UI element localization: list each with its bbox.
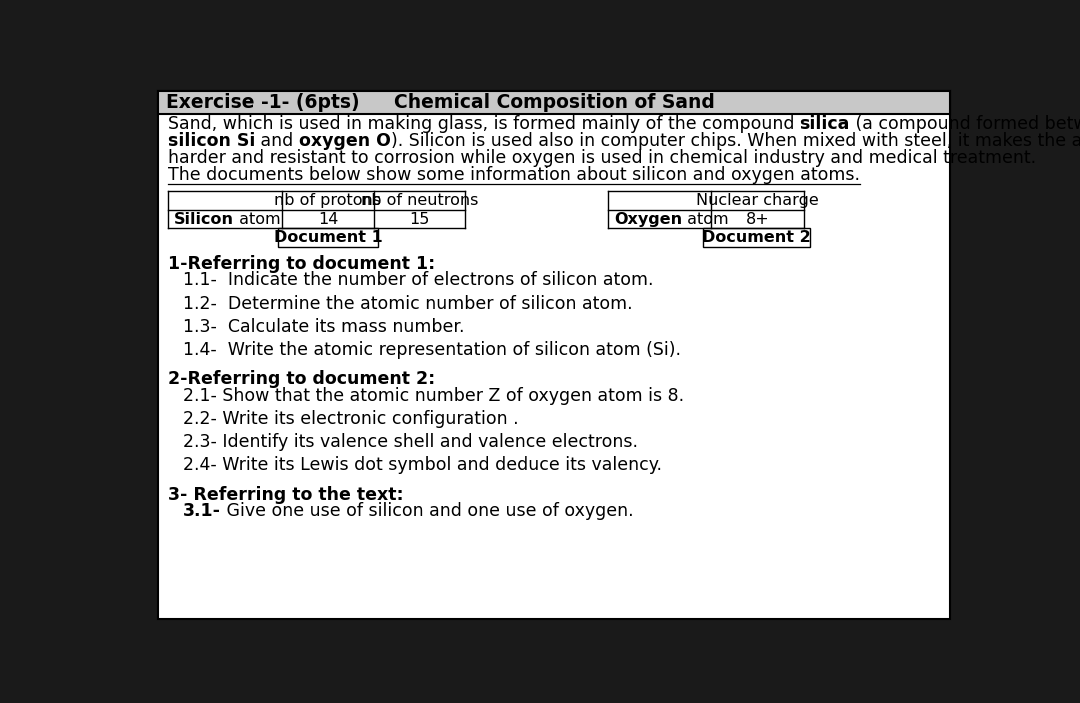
Text: 2.3- Identify its valence shell and valence electrons.: 2.3- Identify its valence shell and vale…	[183, 433, 638, 451]
Text: Oxygen: Oxygen	[613, 212, 683, 226]
Text: 2.4- Write its Lewis dot symbol and deduce its valency.: 2.4- Write its Lewis dot symbol and dedu…	[183, 456, 662, 475]
Text: (a compound formed between: (a compound formed between	[850, 115, 1080, 134]
Text: harder and resistant to corrosion while oxygen is used in chemical industry and : harder and resistant to corrosion while …	[167, 149, 1036, 167]
Text: 1.2-  Determine the atomic number of silicon atom.: 1.2- Determine the atomic number of sili…	[183, 295, 633, 313]
Text: Document 1: Document 1	[273, 230, 382, 245]
Text: Sand, which is used in making glass, is formed mainly of the compound: Sand, which is used in making glass, is …	[167, 115, 799, 134]
FancyBboxPatch shape	[703, 228, 810, 247]
Text: Document 2: Document 2	[702, 230, 811, 245]
Text: 1-Referring to document 1:: 1-Referring to document 1:	[167, 254, 435, 273]
Text: Give one use of silicon and one use of oxygen.: Give one use of silicon and one use of o…	[221, 503, 634, 520]
Text: Nuclear charge: Nuclear charge	[696, 193, 819, 208]
Text: Chemical Composition of Sand: Chemical Composition of Sand	[394, 93, 715, 112]
Text: 2.2- Write its electronic configuration .: 2.2- Write its electronic configuration …	[183, 410, 518, 428]
Text: 14: 14	[318, 212, 338, 226]
Text: oxygen O: oxygen O	[299, 132, 391, 150]
Text: 3.1-: 3.1-	[183, 503, 221, 520]
Text: 1.1-  Indicate the number of electrons of silicon atom.: 1.1- Indicate the number of electrons of…	[183, 271, 653, 290]
Text: nb of neutrons: nb of neutrons	[361, 193, 478, 208]
Text: 2-Referring to document 2:: 2-Referring to document 2:	[167, 370, 435, 388]
Text: atom: atom	[233, 212, 281, 226]
Text: 3- Referring to the text:: 3- Referring to the text:	[167, 486, 403, 503]
Text: 8+: 8+	[745, 212, 769, 226]
Text: 15: 15	[409, 212, 430, 226]
Text: Exercise -1- (6pts): Exercise -1- (6pts)	[166, 93, 360, 112]
Text: ). Silicon is used also in computer chips. When mixed with steel, it makes the a: ). Silicon is used also in computer chip…	[391, 132, 1080, 150]
Text: Silicon: Silicon	[174, 212, 233, 226]
FancyBboxPatch shape	[159, 91, 950, 619]
Text: nb of protons: nb of protons	[274, 193, 381, 208]
Text: 1.3-  Calculate its mass number.: 1.3- Calculate its mass number.	[183, 318, 464, 335]
Text: silicon Si: silicon Si	[167, 132, 255, 150]
Text: 1.4-  Write the atomic representation of silicon atom (Si).: 1.4- Write the atomic representation of …	[183, 341, 681, 359]
Text: atom: atom	[683, 212, 729, 226]
Text: silica: silica	[799, 115, 850, 134]
Text: 2.1- Show that the atomic number Z of oxygen atom is 8.: 2.1- Show that the atomic number Z of ox…	[183, 387, 684, 405]
FancyBboxPatch shape	[279, 228, 378, 247]
Text: and: and	[255, 132, 299, 150]
FancyBboxPatch shape	[159, 91, 950, 114]
Text: The documents below show some information about silicon and oxygen atoms.: The documents below show some informatio…	[167, 166, 860, 184]
